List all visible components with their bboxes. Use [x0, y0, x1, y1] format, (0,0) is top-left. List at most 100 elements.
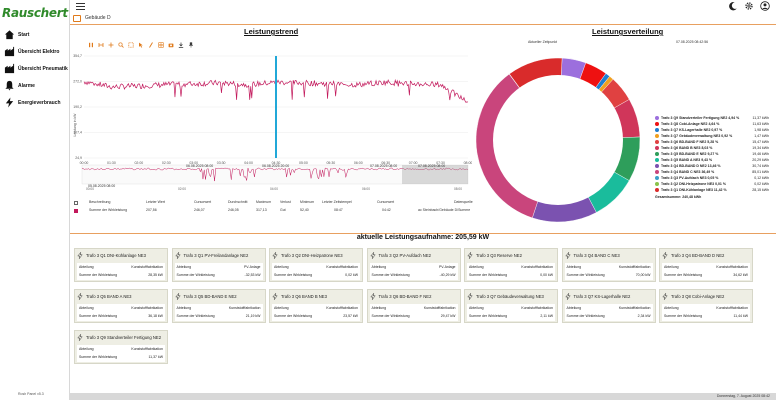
x-tick-label: 01:30 — [107, 161, 116, 165]
box-zoom-icon[interactable] — [128, 42, 134, 48]
legend-item[interactable]: Trafo 3 Q1 DNI-Kühlanlage NE3 11,42 % 28,… — [655, 187, 773, 193]
legend-value: 1,98 kWh — [754, 128, 769, 132]
factory-icon — [4, 46, 15, 57]
zoom-reset-icon[interactable] — [98, 42, 104, 48]
card-value: Kunststofffabrikation — [521, 265, 553, 269]
sidebar-item-energie[interactable]: Energieverbrauch — [0, 94, 70, 111]
trafo-card[interactable]: Trafo 3 Q3 Reserve NE2 Abteilung Kunststof… — [464, 248, 558, 282]
sidebar-item-start[interactable]: Start — [0, 26, 70, 43]
breadcrumb-label[interactable]: Gebäude D — [85, 15, 111, 21]
trafo-card[interactable]: Trafo 3 Q7 Gebäudeverwaltung NE3 Abteilun… — [464, 289, 558, 323]
col-header: Durchschnitt — [228, 200, 248, 204]
legend-item[interactable]: Trafo 3 Q7 KS-Lagerhalle NE2 0,97 % 1,98 … — [655, 127, 773, 133]
moon-icon[interactable] — [728, 1, 738, 11]
pan-icon[interactable] — [108, 42, 114, 48]
legend-label: Trafo 3 Q6 BD-BAND F NE2 5,28 % — [661, 140, 719, 144]
card-row: Summe der Wirkleistung 21,19 kW — [175, 312, 263, 320]
select-all-checkbox[interactable] — [74, 201, 78, 205]
trafo-card[interactable]: Trafo 3 Q2 PV-Aufdach NE2 Abteilung PV-Anl… — [366, 248, 461, 282]
trafo-card[interactable]: Trafo 3 Q6 BAND B NE3 Abteilung Kunststoff… — [269, 289, 363, 323]
export-icon[interactable] — [178, 42, 184, 48]
bolt-icon — [77, 334, 83, 341]
legend-item[interactable]: Trafo 3 Q4 BAND C NE3 36,49 % 85,01 kWh — [655, 169, 773, 175]
legend-item[interactable]: Trafo 3 Q9 Standverteiler Fertigung NE2 … — [655, 115, 773, 121]
bolt-icon — [564, 293, 571, 300]
legend-data-row[interactable]: Summe der Wirkleistung 207,56 246,07 246… — [72, 208, 482, 214]
cell-value: 317,13 — [256, 208, 267, 212]
cursor-marker[interactable] — [275, 56, 277, 158]
legend-item[interactable]: Trafo 3 Q6 BD-BAND F NE2 5,28 % 15,47 kWh — [655, 139, 773, 145]
card-row: Summe der Wirkleistung 0,02 kW — [272, 271, 360, 279]
trafo-card[interactable]: Trafo 3 Q6 BD-BAND F NE2 Abteilung Kunstst… — [366, 289, 461, 323]
trafo-card[interactable]: Trafo 3 Q1 PV-Freilandanlage NE2 Abteilun… — [171, 248, 266, 282]
legend-dot — [655, 176, 659, 180]
x-tick-label: 03:00 — [189, 161, 198, 165]
card-label: Summe der Wirkleistung — [79, 355, 118, 359]
annotate-icon[interactable] — [148, 42, 154, 48]
card-label: Abteilung — [176, 265, 192, 269]
card-value: 28,35 kW — [148, 273, 163, 277]
pin-icon[interactable] — [188, 42, 194, 48]
trafo-card[interactable]: Trafo 3 Q4 BAND C NE3 Abteilung Kunststoff… — [561, 248, 656, 282]
zoom-in-icon[interactable] — [118, 42, 124, 48]
card-row: Abteilung Kunststofffabrikation — [175, 304, 263, 312]
nav-list: Start Übersicht Elektro Übersicht Pneuma… — [0, 26, 70, 111]
legend-item[interactable]: Trafo 3 Q5 BD-BAND E NE2 9,27 % 19,46 kWh — [655, 151, 773, 157]
cell-value: ac Steinbach/Gebäude D/Summe — [418, 208, 471, 212]
sidebar-item-label: Start — [18, 31, 30, 38]
user-icon[interactable] — [760, 1, 770, 11]
legend-value: 0,12 kWh — [754, 176, 769, 180]
pause-icon[interactable] — [88, 42, 94, 48]
card-label: Abteilung — [664, 265, 679, 269]
gear-icon[interactable] — [744, 1, 754, 11]
legend-item[interactable]: Trafo 3 Q8 Cobi-Anlage NE2 4,64 % 11,63 k… — [655, 121, 773, 127]
legend-dot — [655, 152, 659, 156]
legend-item[interactable]: Trafo 3 Q7 Gebäudeverwaltung NE3 0,92 % 1… — [655, 133, 773, 139]
card-title-text: Trafo 3 Q9 Standverteiler Fertigung NE2 — [86, 335, 162, 340]
card-row: Summe der Wirkleistung 34,62 kW — [662, 271, 750, 279]
y-tick-label: 190,2 — [73, 105, 82, 109]
card-value: Kunststofffabrikation — [326, 265, 358, 269]
trafo-card[interactable]: Trafo 3 Q5 BD-BAND E NE2 Abteilung Kunstst… — [171, 289, 266, 323]
logo[interactable]: Rauschert — [2, 4, 68, 22]
x-tick-label: 08:00 — [464, 161, 472, 165]
trafo-card[interactable]: Trafo 3 Q9 Standverteiler Fertigung NE2 A… — [74, 330, 168, 364]
menu-icon[interactable] — [76, 3, 85, 10]
bolt-icon — [662, 293, 668, 300]
card-value: Kunststofffabrikation — [618, 306, 651, 310]
legend-item[interactable]: Trafo 3 Q6 BAND B NE3 8,03 % 19,34 kWh — [655, 145, 773, 151]
camera-icon[interactable] — [168, 42, 174, 48]
navigator-window[interactable] — [402, 165, 468, 184]
card-label: Summe der Wirkleistung — [469, 273, 508, 277]
series-checkbox[interactable] — [74, 209, 78, 213]
sidebar-item-pneumatik[interactable]: Übersicht Pneumatik — [0, 60, 70, 77]
distribution-title: Leistungsverteilung — [592, 27, 664, 36]
card-value: 21,19 kW — [245, 314, 261, 318]
current-power-label: aktuelle Leistungsaufnahme: 205,59 kW — [356, 234, 490, 241]
trafo-card[interactable]: Trafo 3 Q2 DNI-Heizpatrone NE3 Abteilung K… — [269, 248, 363, 282]
card-title-text: Trafo 3 Q5 BAND A NE3 — [86, 294, 132, 299]
trafo-card[interactable]: Trafo 3 Q1 DNI-Kühlanlage NE3 Abteilung Ku… — [74, 248, 168, 282]
trafo-card[interactable]: Trafo 3 Q7 KS-Lagerhalle NE2 Abteilung Kun… — [561, 289, 656, 323]
sidebar-item-elektro[interactable]: Übersicht Elektro — [0, 43, 70, 60]
trafo-card[interactable]: Trafo 3 Q8 Cobi-Anlage NE2 Abteilung Kunst… — [659, 289, 753, 323]
legend-item[interactable]: Trafo 3 Q3 PV-Aufdach NE3 0,05 % 0,12 kWh — [655, 175, 773, 181]
card-value: PV-Anlage — [438, 265, 456, 269]
legend-item[interactable]: Trafo 3 Q4 BD-BAND D NE2 13,46 % 30,74 kW… — [655, 163, 773, 169]
table-icon[interactable] — [158, 42, 164, 48]
navigator-area[interactable] — [81, 164, 469, 185]
cursor-icon[interactable] — [138, 42, 144, 48]
legend-item[interactable]: Trafo 3 Q5 BAND A NE3 9,43 % 20,29 kWh — [655, 157, 773, 163]
trafo-card[interactable]: Trafo 3 Q5 BAND A NE3 Abteilung Kunststoff… — [74, 289, 168, 323]
distribution-timestamp: 07.08.2025 08:42:56 — [676, 40, 709, 44]
legend-item[interactable]: Trafo 3 Q2 DNI-Heizpatrone NE3 0,01 % 0,0… — [655, 181, 773, 187]
trafo-card[interactable]: Trafo 3 Q4 BD-BAND D NE2 Abteilung Kunstst… — [659, 248, 753, 282]
card-label: Summe der Wirkleistung — [274, 314, 313, 318]
nav-tick-label: 06:00 — [362, 187, 370, 191]
bolt-icon — [77, 293, 83, 300]
sidebar-item-alarme[interactable]: Alarme — [0, 77, 70, 94]
card-label: Summe der Wirkleistung — [371, 314, 410, 318]
donut-chart[interactable] — [470, 48, 650, 232]
card-row: Summe der Wirkleistung -40,29 kW — [370, 271, 458, 279]
